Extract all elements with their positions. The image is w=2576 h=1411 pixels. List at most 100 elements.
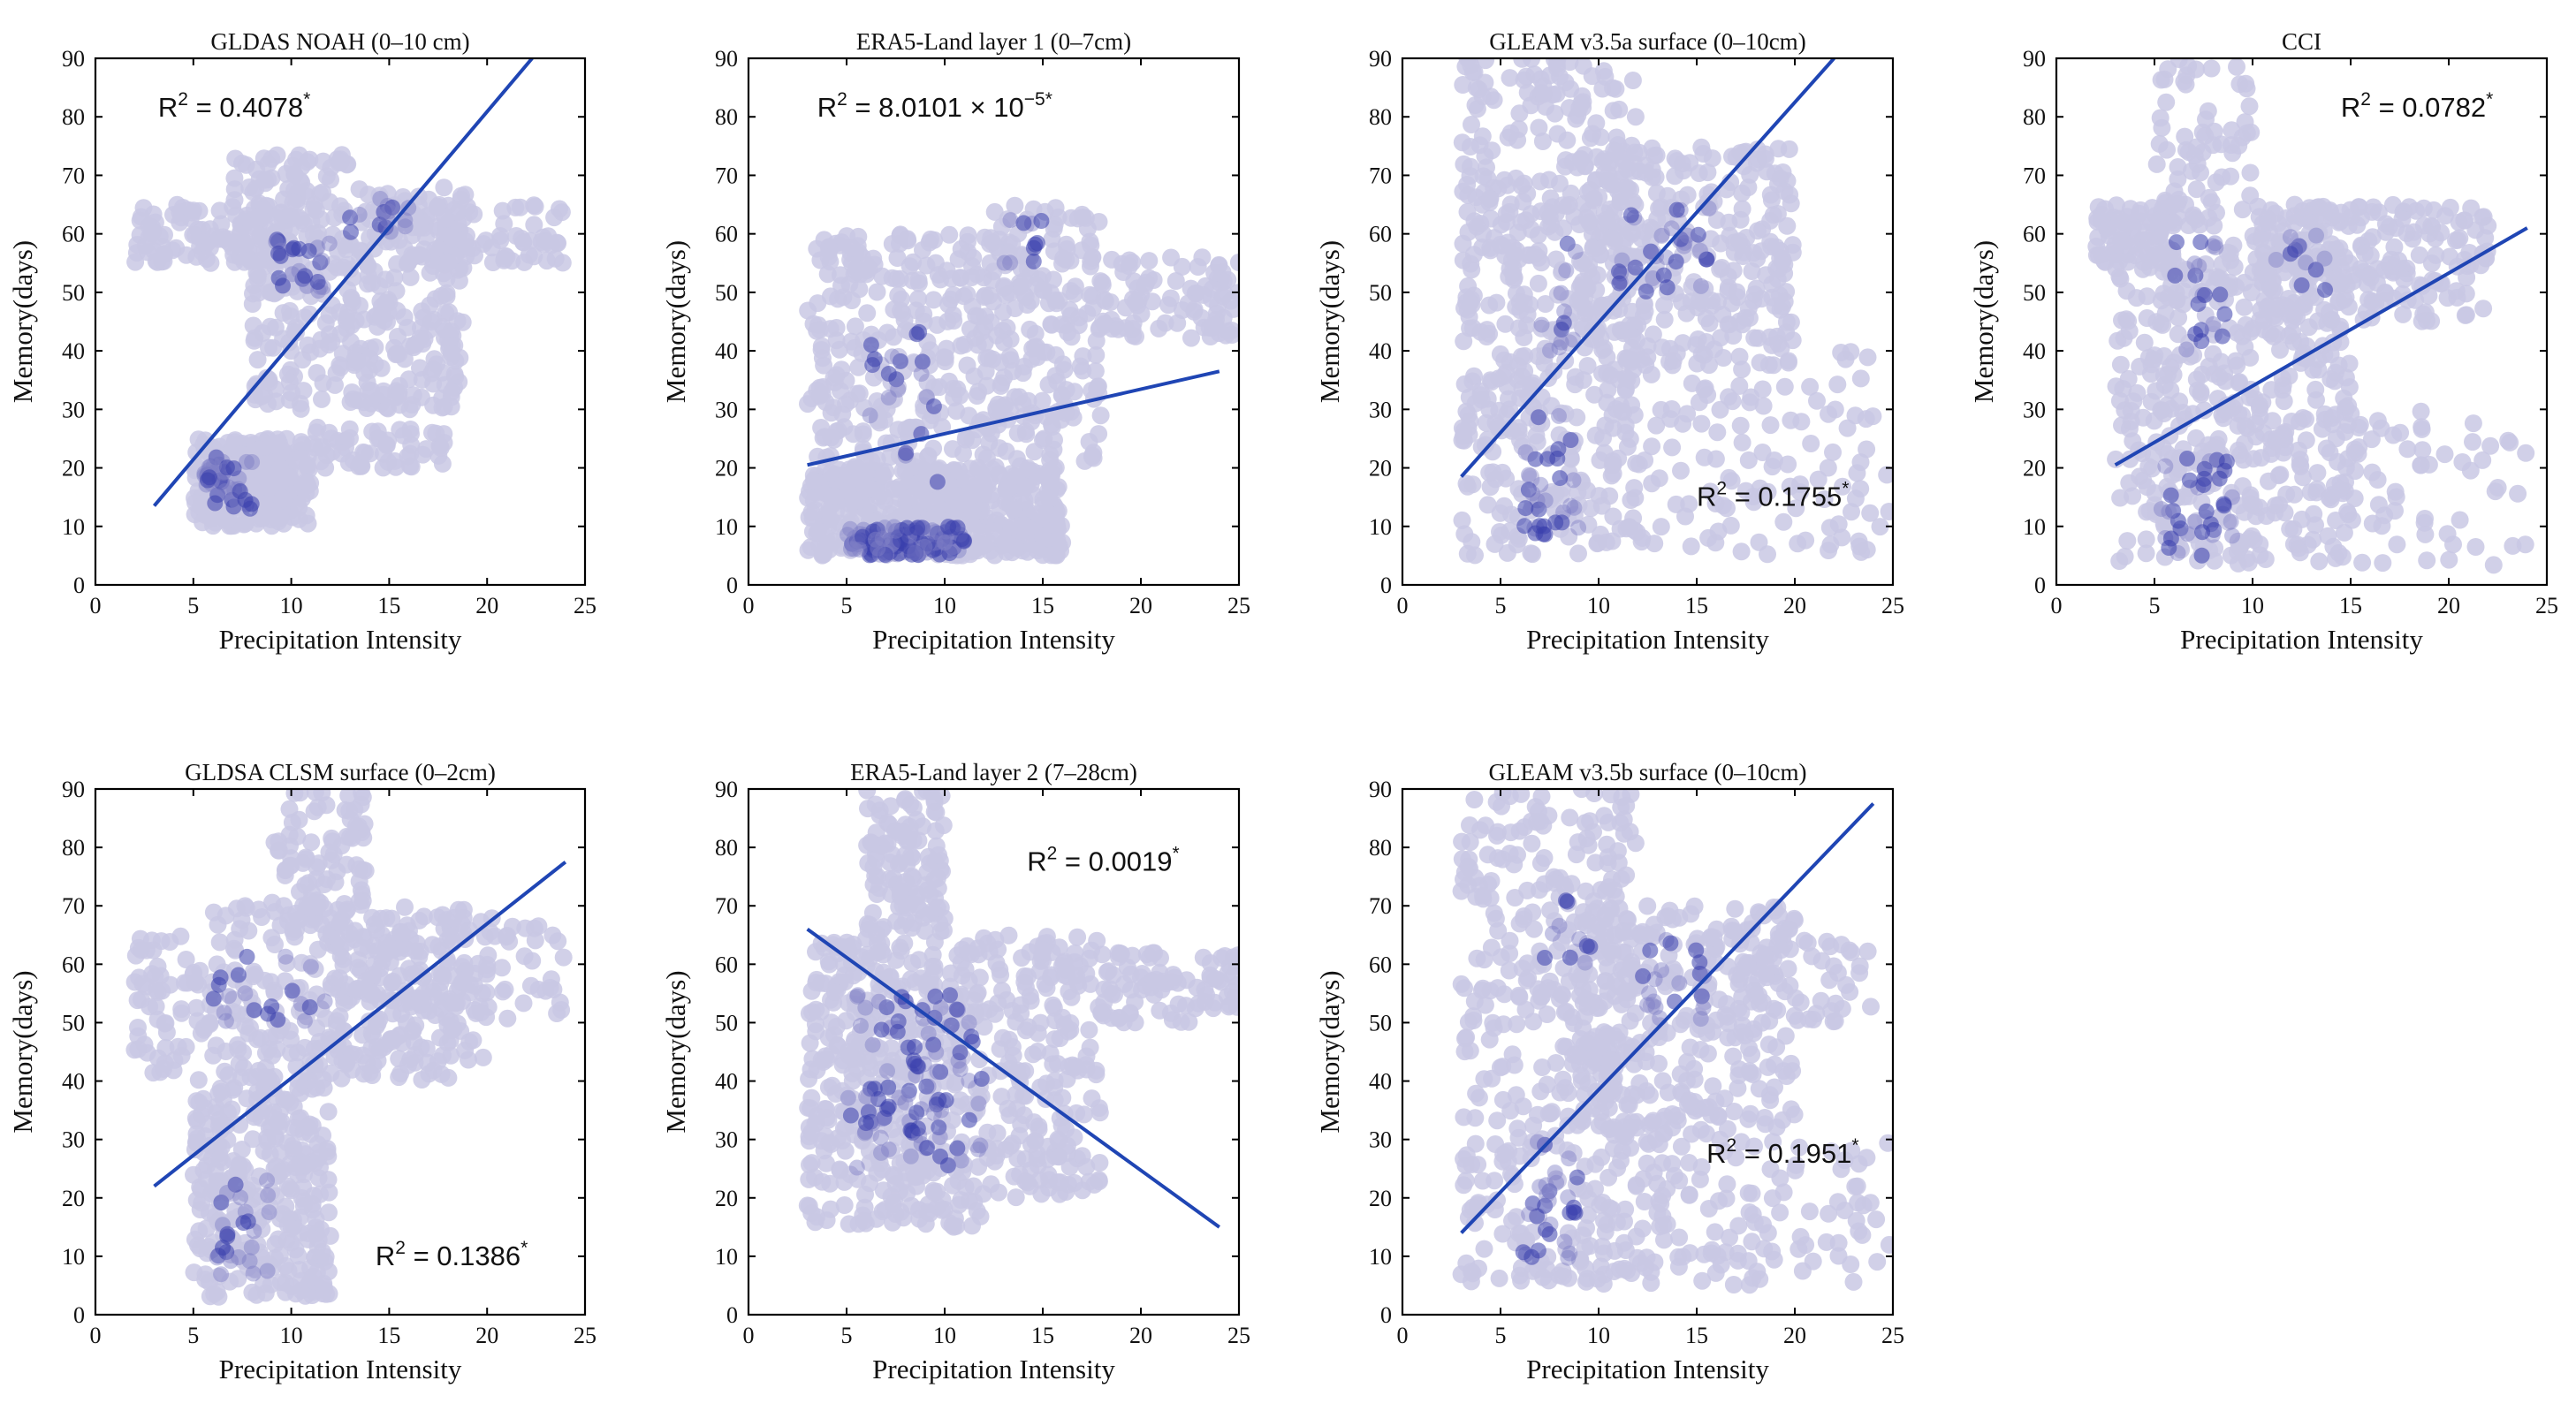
- scatter-point-dense: [343, 224, 359, 240]
- scatter-point: [984, 522, 1003, 541]
- scatter-point: [1797, 531, 1815, 550]
- scatter-point-dense: [846, 541, 862, 558]
- scatter-point: [1733, 360, 1752, 379]
- scatter-point: [1491, 345, 1509, 363]
- scatter-point: [2410, 246, 2428, 264]
- scatter-point-dense: [225, 460, 242, 477]
- scatter-point: [1708, 423, 1727, 442]
- scatter-point: [1626, 108, 1645, 126]
- scatter-point: [1529, 347, 1547, 366]
- scatter-point: [809, 294, 827, 313]
- scatter-point: [1560, 527, 1578, 546]
- scatter-point: [1539, 171, 1558, 189]
- scatter-point: [2398, 440, 2417, 459]
- scatter-point: [237, 234, 255, 253]
- scatter-point: [1065, 284, 1083, 303]
- scatter-point: [1762, 191, 1781, 209]
- scatter-point: [1820, 405, 1837, 423]
- scatter-point: [951, 386, 969, 405]
- scatter-point-dense: [1554, 514, 1570, 531]
- scatter-point-dense: [2162, 530, 2179, 547]
- scatter-point: [891, 234, 908, 253]
- y-tick-label: 80: [2023, 104, 2046, 130]
- scatter-point: [1454, 76, 1472, 94]
- scatter-point: [1620, 518, 1638, 536]
- scatter-point: [2273, 369, 2291, 388]
- scatter-point: [1458, 477, 1477, 496]
- scatter-point: [2218, 243, 2237, 262]
- scatter-point: [439, 254, 458, 272]
- scatter-point-dense: [2215, 496, 2232, 512]
- scatter-point: [1678, 186, 1697, 204]
- scatter-point: [868, 283, 886, 301]
- scatter-point-dense: [996, 254, 1013, 271]
- scatter-point-dense: [2316, 250, 2333, 267]
- scatter-point: [1087, 345, 1106, 364]
- scatter-point: [1548, 285, 1567, 304]
- scatter-point: [1483, 141, 1501, 160]
- scatter-point: [2474, 208, 2493, 226]
- scatter-point-dense: [2308, 227, 2324, 244]
- scatter-point: [909, 271, 928, 289]
- scatter-point-dense: [843, 541, 859, 558]
- scatter-point: [153, 238, 171, 255]
- scatter-point-dense: [2205, 316, 2222, 332]
- scatter-point-dense: [880, 366, 897, 382]
- scatter-point: [1179, 294, 1197, 313]
- scatter-point: [1702, 230, 1720, 248]
- scatter-point: [2291, 543, 2309, 562]
- scatter-point: [809, 522, 827, 541]
- scatter-point-dense: [2186, 255, 2203, 272]
- scatter-point: [428, 198, 446, 216]
- scatter-point: [242, 218, 260, 237]
- scatter-point: [2455, 251, 2473, 269]
- scatter-point-dense: [312, 254, 329, 271]
- scatter-point: [248, 351, 267, 369]
- scatter-point-dense: [2192, 322, 2209, 338]
- scatter-point: [2144, 446, 2162, 465]
- scatter-point: [917, 256, 936, 275]
- scatter-point: [2169, 158, 2187, 176]
- scatter-point: [277, 954, 296, 973]
- scatter-point: [1001, 401, 1020, 420]
- scatter-point: [2241, 163, 2260, 182]
- scatter-point: [1647, 184, 1666, 202]
- x-axis-label: Precipitation Intensity: [219, 624, 462, 655]
- scatter-point-dense: [2162, 487, 2179, 504]
- scatter-point: [1572, 151, 1590, 169]
- scatter-point: [2110, 391, 2129, 410]
- scatter-point-dense: [862, 337, 879, 353]
- scatter-point-dense: [842, 520, 859, 537]
- scatter-point: [2271, 341, 2289, 359]
- scatter-point: [320, 1203, 338, 1222]
- scatter-point: [1006, 196, 1024, 215]
- scatter-point: [2155, 70, 2174, 88]
- scatter-point: [2453, 453, 2472, 471]
- plot-frame: [747, 57, 1241, 587]
- scatter-point: [1733, 200, 1752, 218]
- scatter-point: [1643, 437, 1661, 456]
- scatter-point: [900, 488, 918, 506]
- scatter-point-dense: [377, 219, 394, 236]
- scatter-point: [940, 225, 959, 244]
- scatter-point: [351, 296, 369, 315]
- x-tick-label: 5: [841, 593, 853, 618]
- scatter-point-dense: [1659, 279, 1676, 296]
- scatter-point: [205, 1285, 224, 1303]
- y-tick-label: 70: [2023, 163, 2046, 188]
- scatter-point: [990, 439, 1008, 458]
- scatter-point: [269, 475, 287, 494]
- scatter-point: [1058, 239, 1076, 258]
- scatter-point: [2383, 195, 2402, 214]
- y-tick-label: 90: [62, 46, 85, 72]
- scatter-point: [1695, 448, 1714, 467]
- scatter-point: [396, 898, 414, 916]
- scatter-point: [2440, 550, 2458, 569]
- scatter-point: [1162, 289, 1180, 307]
- scatter-point-dense: [384, 199, 401, 216]
- y-tick-label: 50: [62, 280, 85, 306]
- scatter-point: [1046, 291, 1065, 309]
- scatter-point: [378, 185, 397, 203]
- scatter-point: [346, 311, 365, 330]
- scatter-point: [303, 435, 322, 453]
